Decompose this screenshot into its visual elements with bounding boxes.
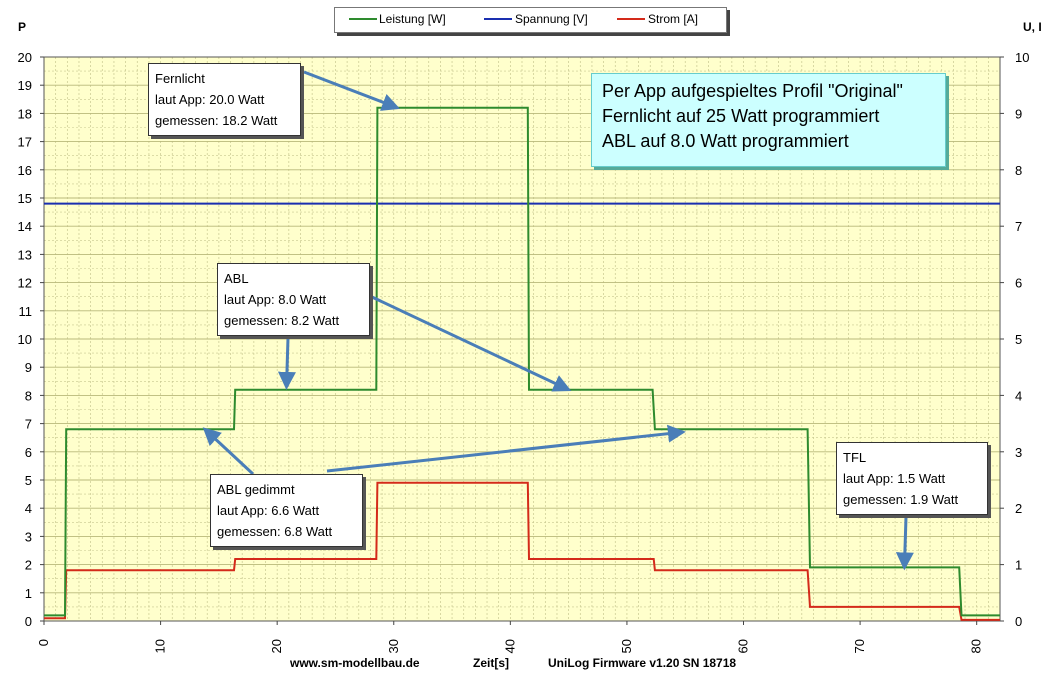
annotation-abl-line2: laut App: 8.0 Watt — [224, 292, 327, 307]
y-right-tick-label: 9 — [1015, 106, 1022, 121]
x-tick-label: 20 — [269, 639, 284, 653]
y-left-tick-label: 4 — [25, 501, 32, 516]
x-tick-label: 60 — [736, 639, 751, 653]
annotation-arrows — [202, 70, 914, 571]
annotation-abl-gedimmt-line1: ABL gedimmt — [217, 482, 295, 497]
y-right-tick-label: 3 — [1015, 445, 1022, 460]
annotation-arrow-fernlicht — [303, 70, 401, 111]
legend-swatch-leistung — [349, 18, 377, 20]
annotation-abl-line1: ABL — [224, 271, 249, 286]
y-right-tick-label: 6 — [1015, 276, 1022, 291]
x-tick-label: 80 — [969, 639, 984, 653]
y-left-tick-label: 3 — [25, 529, 32, 544]
profile-line3: ABL auf 8.0 Watt programmiert — [602, 131, 849, 151]
y-left-tick-label: 14 — [18, 219, 32, 234]
footer-firmware: UniLog Firmware v1.20 SN 18718 — [548, 656, 737, 670]
annotation-fernlicht-line2: laut App: 20.0 Watt — [155, 92, 265, 107]
y-left-tick-label: 0 — [25, 614, 32, 629]
profile-line2: Fernlicht auf 25 Watt programmiert — [602, 106, 880, 126]
y-right-tick-label: 2 — [1015, 501, 1022, 516]
y-left-tick-label: 19 — [18, 78, 32, 93]
x-tick-label: 40 — [502, 639, 517, 653]
annotation-tfl: TFL laut App: 1.5 Watt gemessen: 1.9 Wat… — [836, 442, 988, 515]
y-left-tick-label: 6 — [25, 445, 32, 460]
x-axis-title: Zeit[s] — [473, 656, 509, 670]
y-left-tick-label: 12 — [18, 276, 32, 291]
y-left-tick-label: 11 — [19, 304, 33, 319]
y-left-tick-label: 10 — [18, 332, 32, 347]
y-left-tick-label: 7 — [25, 417, 32, 432]
y-left-tick-label: 9 — [25, 360, 32, 375]
annotation-abl-gedimmt-line2: laut App: 6.6 Watt — [217, 503, 320, 518]
profile-info-box: Per App aufgespieltes Profil "Original" … — [591, 73, 946, 167]
legend-label-leistung: Leistung [W] — [379, 12, 446, 26]
y-left-tick-label: 13 — [18, 247, 32, 262]
y-left-tick-label: 8 — [25, 388, 32, 403]
annotation-abl-gedimmt-line3: gemessen: 6.8 Watt — [217, 524, 333, 539]
y-left-tick-label: 1 — [25, 586, 32, 601]
y-left-tick-label: 18 — [18, 106, 32, 121]
footer-website: www.sm-modellbau.de — [290, 656, 420, 670]
annotation-abl-gedimmt: ABL gedimmt laut App: 6.6 Watt gemessen:… — [210, 474, 363, 547]
y-right-tick-label: 10 — [1015, 50, 1029, 65]
annotation-arrow-abl-gedimmt — [326, 424, 686, 473]
y-left-tick-label: 16 — [18, 163, 32, 178]
y-right-tick-label: 4 — [1015, 388, 1022, 403]
x-tick-label: 10 — [153, 639, 168, 653]
y-right-tick-label: 7 — [1015, 219, 1022, 234]
legend: Leistung [W] Spannung [V] Strom [A] — [334, 7, 727, 33]
x-tick-label: 30 — [386, 639, 401, 653]
y-left-tick-label: 5 — [25, 473, 32, 488]
annotation-tfl-line3: gemessen: 1.9 Watt — [843, 492, 959, 507]
annotation-arrow-tfl — [895, 516, 914, 571]
annotation-tfl-line1: TFL — [843, 450, 867, 465]
y-right-tick-label: 0 — [1015, 614, 1022, 629]
annotation-arrow-abl-gedimmt — [202, 427, 255, 476]
y-left-tick-label: 17 — [18, 135, 32, 150]
annotation-tfl-line2: laut App: 1.5 Watt — [843, 471, 946, 486]
series-line-strom — [44, 481, 1000, 621]
legend-swatch-spannung — [484, 18, 512, 20]
y-right-tick-label: 1 — [1015, 558, 1022, 573]
annotation-abl: ABL laut App: 8.0 Watt gemessen: 8.2 Wat… — [217, 263, 370, 336]
y-left-tick-label: 20 — [18, 50, 32, 65]
annotation-fernlicht-line3: gemessen: 18.2 Watt — [155, 113, 278, 128]
annotation-fernlicht: Fernlicht laut App: 20.0 Watt gemessen: … — [148, 63, 301, 136]
legend-label-strom: Strom [A] — [648, 12, 699, 26]
profile-line1: Per App aufgespieltes Profil "Original" — [602, 81, 903, 101]
legend-label-spannung: Spannung [V] — [515, 12, 588, 26]
y-left-tick-label: 2 — [25, 558, 32, 573]
axes: 0123456789101112131415161718192001234567… — [18, 50, 1030, 653]
x-tick-label: 0 — [36, 639, 51, 646]
y-right-tick-label: 5 — [1015, 332, 1022, 347]
annotation-arrow-abl — [371, 295, 572, 392]
annotation-fernlicht-line1: Fernlicht — [155, 71, 205, 86]
y-left-tick-label: 15 — [18, 191, 32, 206]
y-left-axis-title: P — [18, 20, 27, 34]
legend-swatch-strom — [617, 18, 645, 20]
x-tick-label: 70 — [852, 639, 867, 653]
annotation-abl-line3: gemessen: 8.2 Watt — [224, 313, 340, 328]
y-right-tick-label: 8 — [1015, 163, 1022, 178]
annotation-arrow-abl — [277, 337, 296, 390]
y-right-axis-title: U, I — [1023, 20, 1042, 34]
x-tick-label: 50 — [619, 639, 634, 653]
